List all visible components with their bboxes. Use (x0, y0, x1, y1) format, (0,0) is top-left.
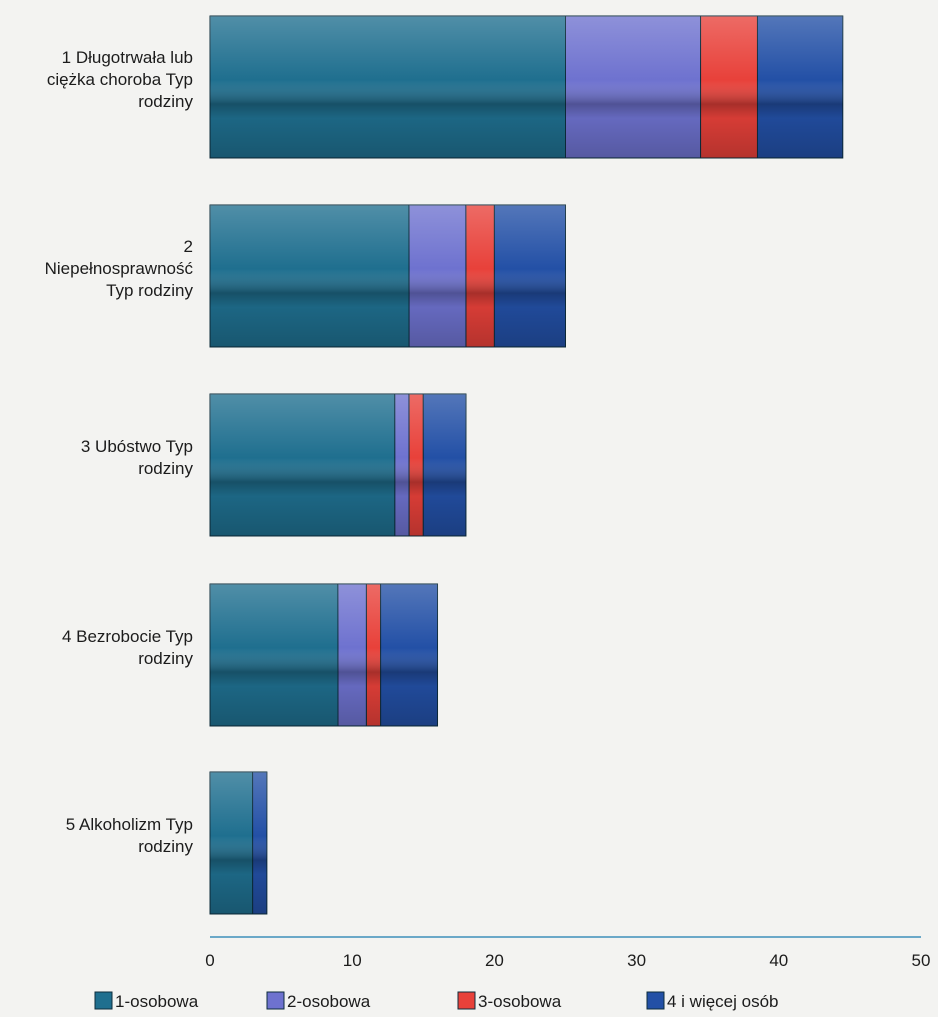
legend-label: 1-osobowa (115, 992, 199, 1011)
x-tick-label: 10 (343, 951, 362, 970)
legend: 1-osobowa 2-osobowa 3-osobowa 4 i więcej os… (94, 991, 779, 1011)
category-labels: 1 Długotrwała lub ciężka choroba Typ rodzi… (45, 48, 194, 856)
x-tick-label: 0 (205, 951, 214, 970)
x-tick-label: 20 (485, 951, 504, 970)
bar-segment (209, 771, 254, 915)
legend-item: 3-osobowa (457, 991, 562, 1011)
legend-item: 4 i więcej osób (646, 991, 779, 1011)
bar-segment (337, 583, 367, 727)
category-label: 3 Ubóstwo Typ (81, 437, 193, 456)
category-label: 4 Bezrobocie Typ (62, 627, 193, 646)
bar-group (209, 204, 566, 348)
bar-segment (493, 204, 566, 348)
legend-label: 2-osobowa (287, 992, 371, 1011)
x-axis: 0 10 20 30 40 50 (205, 936, 931, 970)
bar-segment (756, 15, 844, 159)
bar-segment (408, 204, 467, 348)
legend-swatch (646, 991, 665, 1010)
legend-item: 1-osobowa (94, 991, 199, 1011)
bar-segment (252, 771, 268, 915)
bar-segment (565, 15, 702, 159)
bar-segment (209, 15, 566, 159)
category-label: rodziny (138, 459, 193, 478)
bar-segment (394, 393, 410, 537)
category-label: 1 Długotrwała lub (62, 48, 193, 67)
bar-group (209, 393, 467, 537)
bar-segment (408, 393, 424, 537)
bar-group (209, 583, 439, 727)
bar-group (209, 15, 844, 159)
category-label: Niepełnosprawność (45, 259, 194, 278)
bar-segment (380, 583, 439, 727)
category-label: rodziny (138, 92, 193, 111)
legend-label: 4 i więcej osób (667, 992, 779, 1011)
category-label: rodziny (138, 837, 193, 856)
legend-item: 2-osobowa (266, 991, 371, 1011)
legend-swatch (457, 991, 476, 1010)
bar-segment (209, 204, 410, 348)
bar-segment (209, 583, 339, 727)
bar-segment (209, 393, 396, 537)
bar-segment (700, 15, 758, 159)
category-label: rodziny (138, 649, 193, 668)
category-label: 2 (184, 237, 193, 256)
legend-label: 3-osobowa (478, 992, 562, 1011)
legend-swatch (94, 991, 113, 1010)
category-label: Typ rodziny (106, 281, 193, 300)
category-label: ciężka choroba Typ (47, 70, 193, 89)
x-tick-label: 50 (912, 951, 931, 970)
x-tick-label: 40 (769, 951, 788, 970)
bar-group (209, 771, 268, 915)
category-label: 5 Alkoholizm Typ (66, 815, 193, 834)
bar-segment (465, 204, 495, 348)
x-tick-label: 30 (627, 951, 646, 970)
bar-segment (422, 393, 467, 537)
bar-segment (365, 583, 382, 727)
legend-swatch (266, 991, 285, 1010)
bars-layer (209, 15, 844, 915)
